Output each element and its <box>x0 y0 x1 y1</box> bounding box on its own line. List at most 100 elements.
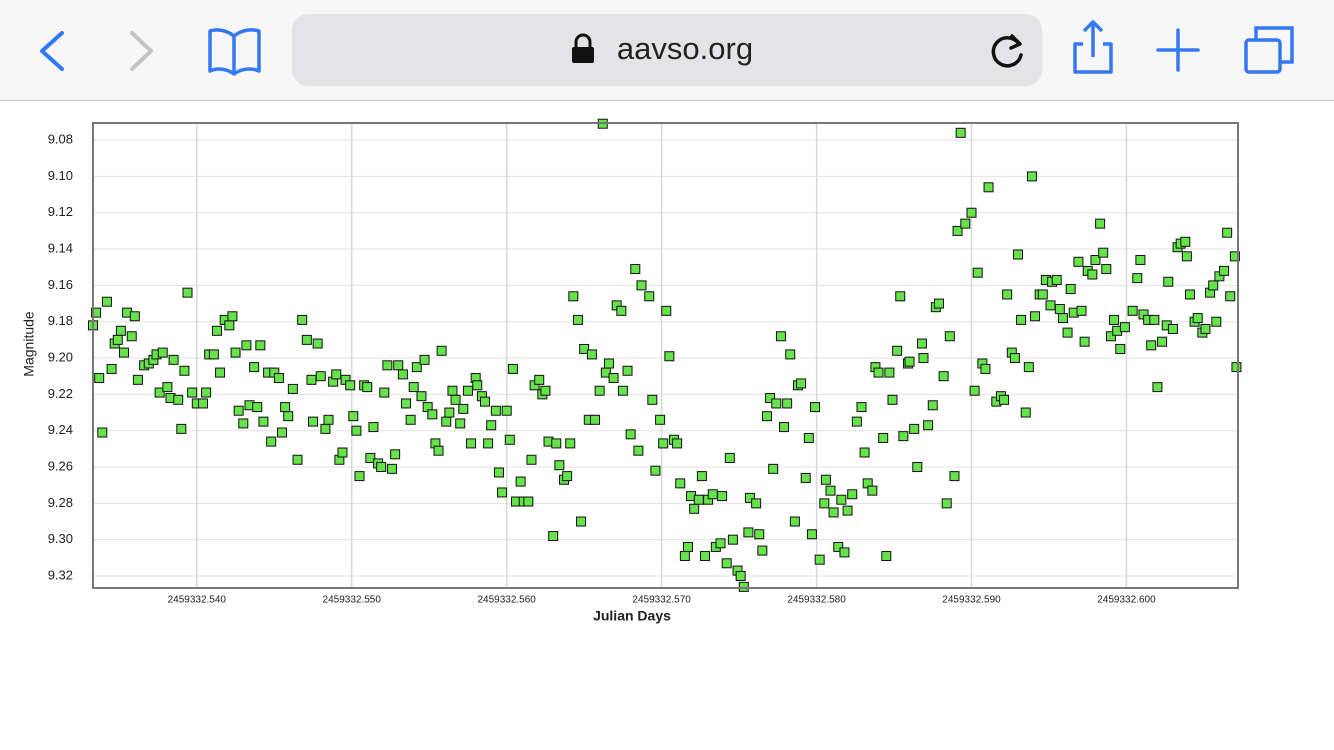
data-point <box>132 374 143 385</box>
x-tick-label: 2459332.540 <box>168 595 227 606</box>
data-point <box>433 445 444 456</box>
data-point <box>1020 407 1031 418</box>
data-point <box>266 436 277 447</box>
data-point <box>836 494 847 505</box>
data-point <box>182 287 193 298</box>
data-point <box>644 291 655 302</box>
data-point <box>526 454 537 465</box>
data-point <box>208 349 219 360</box>
data-point <box>847 489 858 500</box>
data-point <box>1009 353 1020 364</box>
data-point <box>1065 284 1076 295</box>
data-point <box>354 471 365 482</box>
data-point <box>1073 256 1084 267</box>
data-point <box>1222 227 1233 238</box>
data-point <box>497 487 508 498</box>
data-point <box>717 491 728 502</box>
data-point <box>540 385 551 396</box>
data-point <box>436 345 447 356</box>
y-tick-label: 9.30 <box>48 531 73 546</box>
data-point <box>664 351 675 362</box>
data-point <box>655 414 666 425</box>
data-point <box>661 305 672 316</box>
data-point <box>493 467 504 478</box>
data-point <box>800 472 811 483</box>
data-point <box>576 516 587 527</box>
data-point <box>757 545 768 556</box>
x-tick-label: 2459332.550 <box>323 595 382 606</box>
data-point <box>983 182 994 193</box>
data-point <box>472 380 483 391</box>
tabs-button[interactable] <box>1244 26 1294 74</box>
data-point <box>562 471 573 482</box>
data-point <box>273 373 284 384</box>
data-point <box>97 427 108 438</box>
data-point <box>320 423 331 434</box>
reload-button[interactable] <box>991 34 1023 68</box>
y-tick-label: 9.18 <box>48 313 73 328</box>
data-point <box>625 429 636 440</box>
data-point <box>980 363 991 374</box>
forward-button[interactable] <box>130 31 153 71</box>
data-point <box>249 362 260 373</box>
data-point <box>859 447 870 458</box>
data-point <box>842 505 853 516</box>
data-point <box>1051 274 1062 285</box>
data-point <box>898 431 909 442</box>
data-point <box>715 538 726 549</box>
data-point <box>331 369 342 380</box>
address-bar[interactable] <box>292 14 1042 86</box>
data-point <box>390 449 401 460</box>
data-point <box>154 387 165 398</box>
data-point <box>693 494 704 505</box>
data-point <box>1184 289 1195 300</box>
data-point <box>856 402 867 413</box>
data-point <box>458 403 469 414</box>
data-point <box>362 382 373 393</box>
y-tick-label: 9.08 <box>48 132 73 147</box>
share-button[interactable] <box>1073 20 1113 74</box>
data-point <box>157 347 168 358</box>
data-point <box>820 474 831 485</box>
data-point <box>768 463 779 474</box>
x-tick-label: 2459332.600 <box>1097 595 1156 606</box>
data-point <box>738 581 749 592</box>
data-point <box>258 416 269 427</box>
data-point <box>892 345 903 356</box>
data-point <box>782 398 793 409</box>
data-point <box>252 402 263 413</box>
data-point <box>999 394 1010 405</box>
data-point <box>779 422 790 433</box>
bookmarks-button[interactable] <box>208 28 261 76</box>
data-point <box>735 571 746 582</box>
data-point <box>368 422 379 433</box>
data-point <box>878 432 889 443</box>
data-point <box>126 331 137 342</box>
data-point <box>887 394 898 405</box>
data-point <box>881 551 892 562</box>
y-tick-label: 9.16 <box>48 277 73 292</box>
data-point <box>594 385 605 396</box>
data-point <box>466 438 477 449</box>
data-point <box>408 382 419 393</box>
data-point <box>1037 289 1048 300</box>
data-point <box>106 363 117 374</box>
data-point <box>909 423 920 434</box>
data-point <box>904 356 915 367</box>
data-point <box>1211 316 1222 327</box>
data-point <box>761 411 772 422</box>
back-button[interactable] <box>40 31 64 71</box>
data-point <box>727 534 738 545</box>
data-point <box>523 496 534 507</box>
new-tab-button[interactable] <box>1156 28 1200 72</box>
url-text[interactable]: aavso.org <box>617 31 753 66</box>
data-point <box>118 347 129 358</box>
data-point <box>960 218 971 229</box>
data-point <box>215 367 226 378</box>
data-point <box>315 371 326 382</box>
data-point <box>743 527 754 538</box>
data-point <box>441 416 452 427</box>
data-point <box>1023 362 1034 373</box>
data-point <box>867 485 878 496</box>
